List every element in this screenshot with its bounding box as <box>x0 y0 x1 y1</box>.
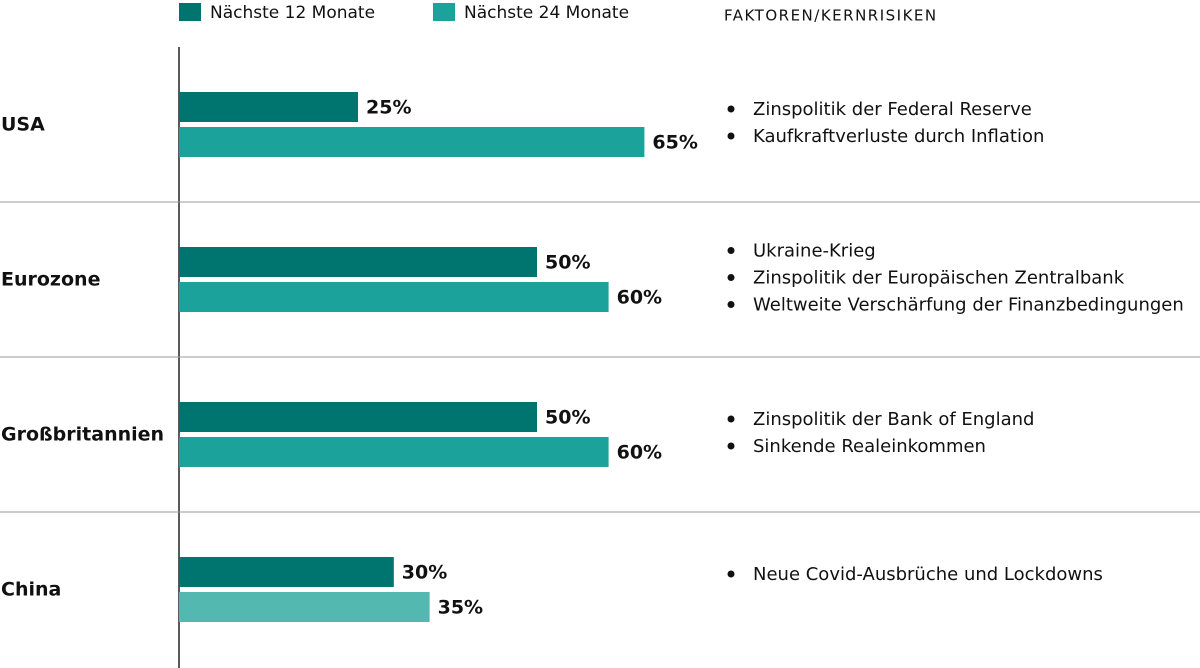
bar <box>179 127 645 157</box>
bar <box>179 92 358 122</box>
risk-item: Neue Covid-Ausbrüche und Lockdowns <box>753 564 1103 585</box>
category-label: Großbritannien <box>1 424 164 446</box>
bar <box>179 247 537 277</box>
bullet <box>727 301 735 308</box>
risk-item: Kaufkraftverluste durch Inflation <box>753 126 1044 147</box>
legend-label: Nächste 12 Monate <box>210 3 375 23</box>
bar <box>179 557 394 587</box>
legend-label: Nächste 24 Monate <box>464 3 629 23</box>
category-label: USA <box>1 114 45 136</box>
value-label: 50% <box>545 407 590 429</box>
risk-item: Zinspolitik der Europäischen Zentralbank <box>753 268 1125 289</box>
bullet <box>727 247 735 254</box>
value-label: 60% <box>617 442 662 464</box>
bullet <box>727 105 735 113</box>
risk-item: Zinspolitik der Federal Reserve <box>753 99 1032 120</box>
risk-item: Weltweite Verschärfung der Finanzbedingu… <box>753 295 1184 316</box>
category-label: China <box>1 579 61 601</box>
bar <box>179 402 537 432</box>
bar <box>179 592 430 622</box>
bullet <box>727 442 735 450</box>
bullet <box>727 274 735 281</box>
value-label: 30% <box>402 562 447 584</box>
value-label: 65% <box>652 132 697 154</box>
legend-swatch <box>179 3 201 21</box>
value-label: 50% <box>545 252 590 274</box>
risk-item: Ukraine-Krieg <box>753 241 876 262</box>
category-label: Eurozone <box>1 269 100 291</box>
bar <box>179 437 609 467</box>
value-label: 60% <box>617 287 662 309</box>
bullet <box>727 132 735 140</box>
value-label: 25% <box>366 97 411 119</box>
value-label: 35% <box>438 597 483 619</box>
bullet <box>727 570 735 578</box>
risks-title: FAKTOREN/KERNRISIKEN <box>724 7 938 25</box>
legend-swatch <box>433 3 455 21</box>
bar <box>179 282 609 312</box>
risk-item: Zinspolitik der Bank of England <box>753 409 1034 430</box>
risk-item: Sinkende Realeinkommen <box>753 436 986 457</box>
bullet <box>727 415 735 423</box>
